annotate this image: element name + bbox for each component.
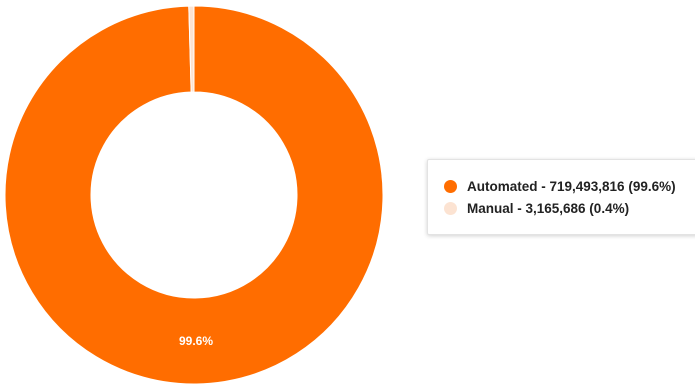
slice-labels: 99.6% xyxy=(179,334,213,348)
legend-item-automated[interactable]: Automated - 719,493,816 (99.6%) xyxy=(444,175,695,197)
legend-item-manual[interactable]: Manual - 3,165,686 (0.4%) xyxy=(444,197,695,219)
legend-swatch-automated xyxy=(444,179,457,193)
chart-legend: Automated - 719,493,816 (99.6%) Manual -… xyxy=(427,159,695,235)
legend-swatch-manual xyxy=(444,201,457,215)
slice-label-automated: 99.6% xyxy=(179,334,213,348)
donut-chart: 99.6% xyxy=(4,5,384,385)
legend-label-automated: Automated - 719,493,816 (99.6%) xyxy=(467,178,676,194)
donut-slices xyxy=(4,5,384,385)
slice-manual[interactable] xyxy=(188,5,195,93)
legend-label-manual: Manual - 3,165,686 (0.4%) xyxy=(467,200,630,216)
slice-automated[interactable] xyxy=(4,5,384,385)
